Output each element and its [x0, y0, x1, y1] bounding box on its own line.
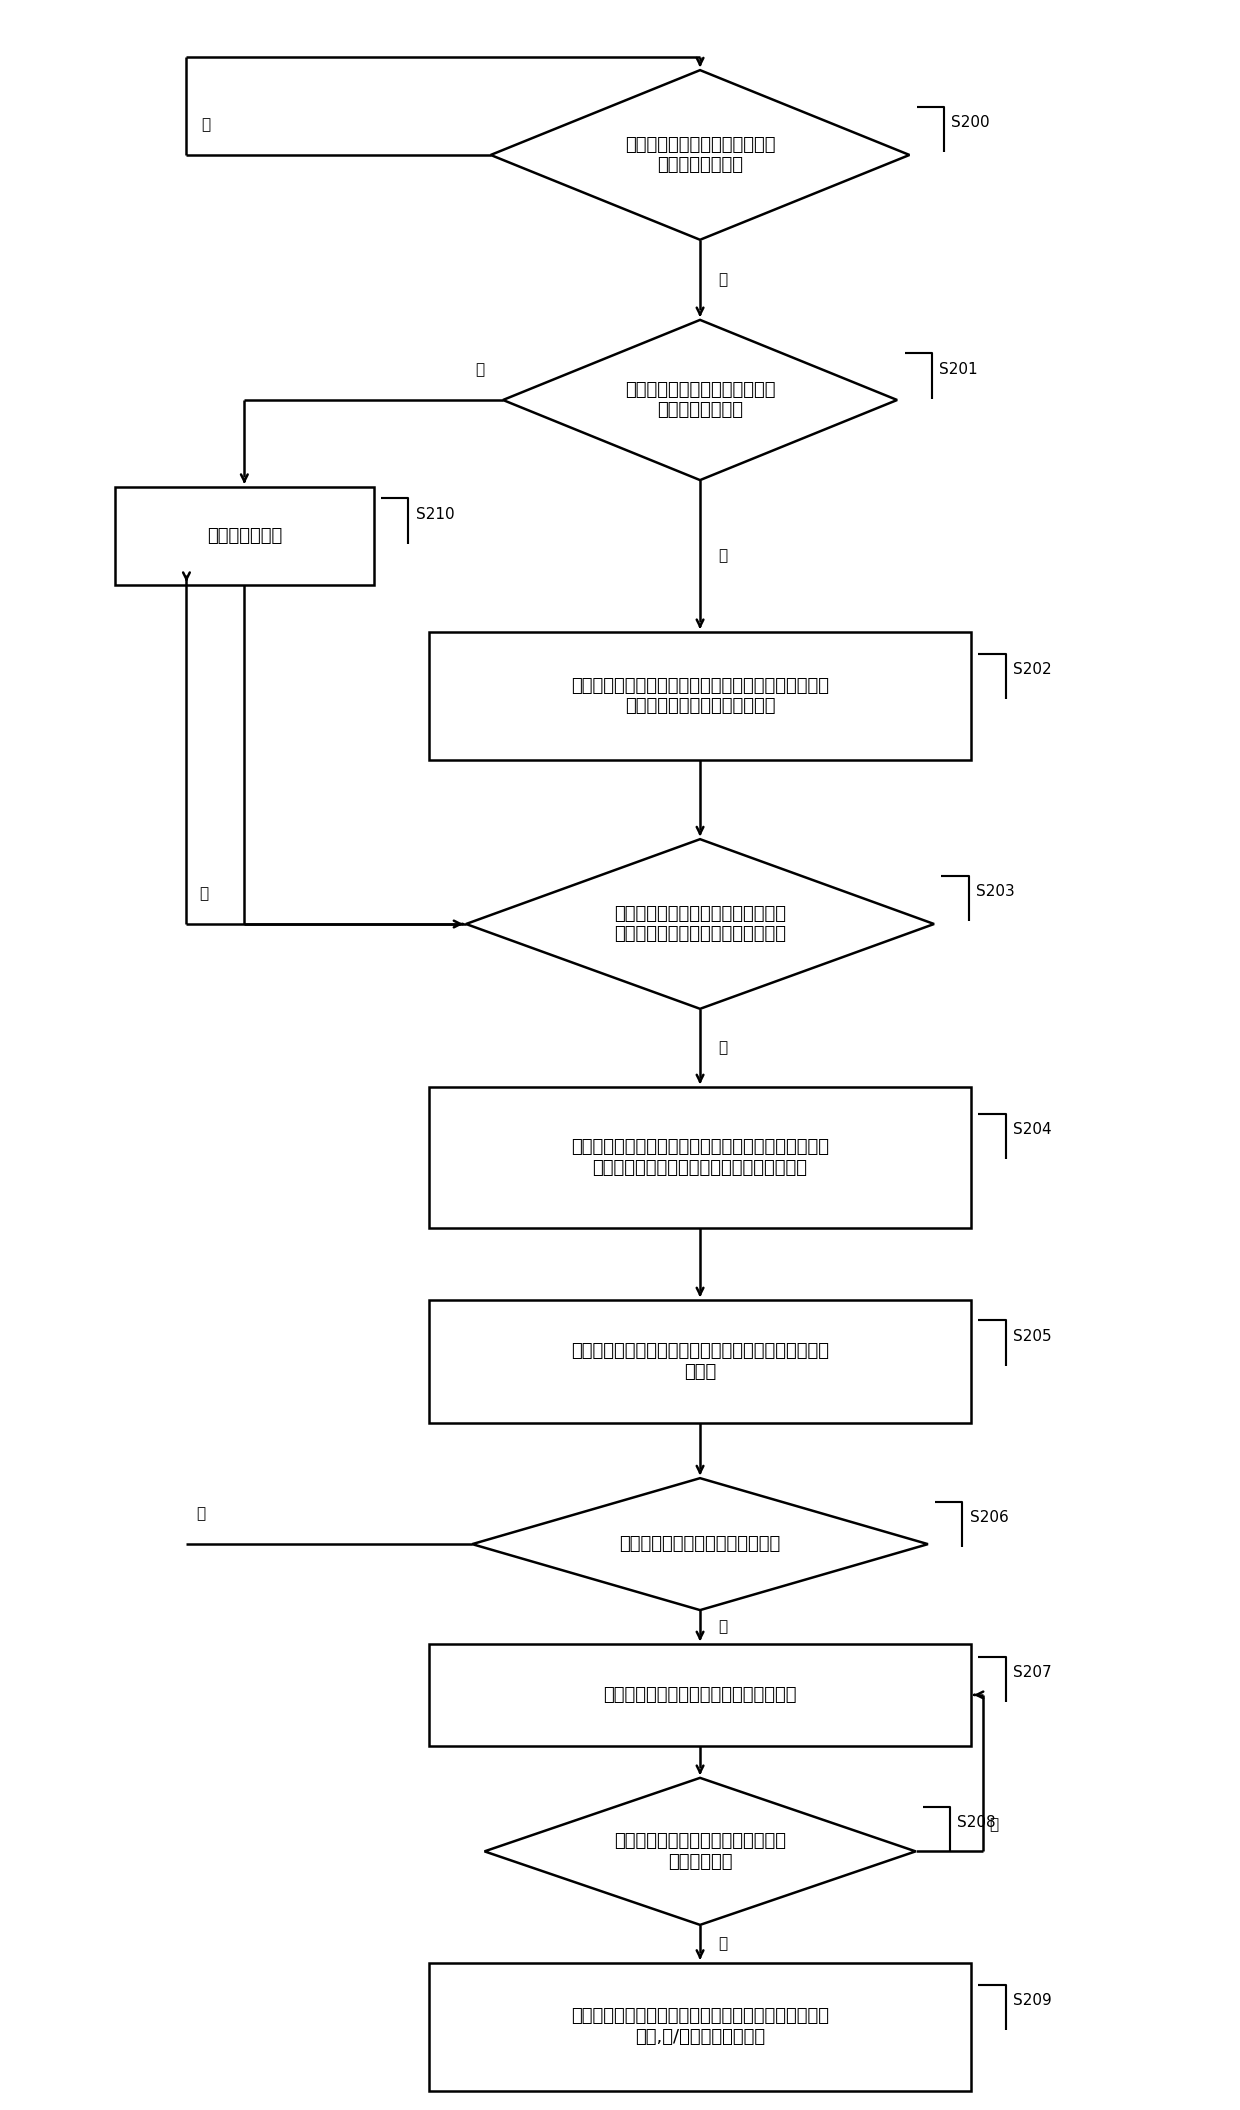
Text: 否: 否	[198, 886, 208, 901]
Text: 调制解调器恢复支持的多个协议栈中的默认协议栈开关
状态,和/或复位调制解调器: 调制解调器恢复支持的多个协议栈中的默认协议栈开关 状态,和/或复位调制解调器	[572, 2007, 830, 2047]
Polygon shape	[491, 70, 909, 241]
Text: S204: S204	[1013, 1123, 1052, 1137]
Polygon shape	[472, 1479, 928, 1610]
Bar	[115, 487, 373, 584]
Bar	[429, 1300, 971, 1422]
Bar	[429, 1087, 971, 1228]
Text: 调制解调器关闭第一协议栈，以及从调制解调器支持的
多个协议栈中选择除第一协议栈的第二协议栈: 调制解调器关闭第一协议栈，以及从调制解调器支持的 多个协议栈中选择除第一协议栈的…	[572, 1137, 830, 1177]
Text: 是: 是	[718, 1937, 728, 1952]
Text: 调制解调器确定调制解调器内的协议栈异常，并获取调
制解调器当前使用的第一协议栈: 调制解调器确定调制解调器内的协议栈异常，并获取调 制解调器当前使用的第一协议栈	[572, 677, 830, 715]
Text: S209: S209	[1013, 1994, 1052, 2009]
Text: S208: S208	[957, 1815, 996, 1829]
Text: S207: S207	[1013, 1665, 1052, 1680]
Text: 否: 否	[990, 1817, 998, 1831]
Text: S200: S200	[951, 116, 990, 131]
Text: S206: S206	[970, 1511, 1008, 1526]
Polygon shape	[466, 840, 934, 1009]
Polygon shape	[485, 1779, 915, 1924]
Text: 是: 是	[718, 1620, 728, 1635]
Text: 是: 是	[718, 1040, 728, 1055]
Text: 是: 是	[718, 272, 728, 287]
Text: 调制解调器判断网络注册是否成功: 调制解调器判断网络注册是否成功	[620, 1536, 781, 1553]
Text: 是: 是	[475, 363, 485, 378]
Text: 调制解调器检测移动终端的位置信息
是否发生变化: 调制解调器检测移动终端的位置信息 是否发生变化	[614, 1831, 786, 1872]
Text: S201: S201	[939, 361, 977, 378]
Text: 否: 否	[718, 549, 728, 563]
Bar	[429, 631, 971, 760]
Bar	[429, 1962, 971, 2091]
Text: 调制解调器记录移动终端的当前位置信息: 调制解调器记录移动终端的当前位置信息	[604, 1686, 797, 1705]
Text: 调制解调器判断在预设时间范围内是
否发生过预设次数的调制解调器异常: 调制解调器判断在预设时间范围内是 否发生过预设次数的调制解调器异常	[614, 905, 786, 943]
Text: S210: S210	[415, 506, 454, 521]
Text: 否: 否	[196, 1507, 206, 1521]
Polygon shape	[503, 321, 897, 481]
Text: 调制解调器检测移动终端内的调
制解调器是否异常: 调制解调器检测移动终端内的调 制解调器是否异常	[625, 135, 775, 175]
Text: 重启调制解调器: 重启调制解调器	[207, 528, 281, 544]
Text: 否: 否	[201, 118, 211, 133]
Text: S202: S202	[1013, 663, 1052, 677]
Text: S205: S205	[1013, 1329, 1052, 1344]
Bar	[429, 1644, 971, 1745]
Text: S203: S203	[976, 884, 1014, 899]
Text: 调制解调器判断调制解调器内的
公共模块是否异常: 调制解调器判断调制解调器内的 公共模块是否异常	[625, 380, 775, 420]
Text: 调制解调器开启第二协议栈，并使用第二协议栈进行网
络注册: 调制解调器开启第二协议栈，并使用第二协议栈进行网 络注册	[572, 1342, 830, 1380]
